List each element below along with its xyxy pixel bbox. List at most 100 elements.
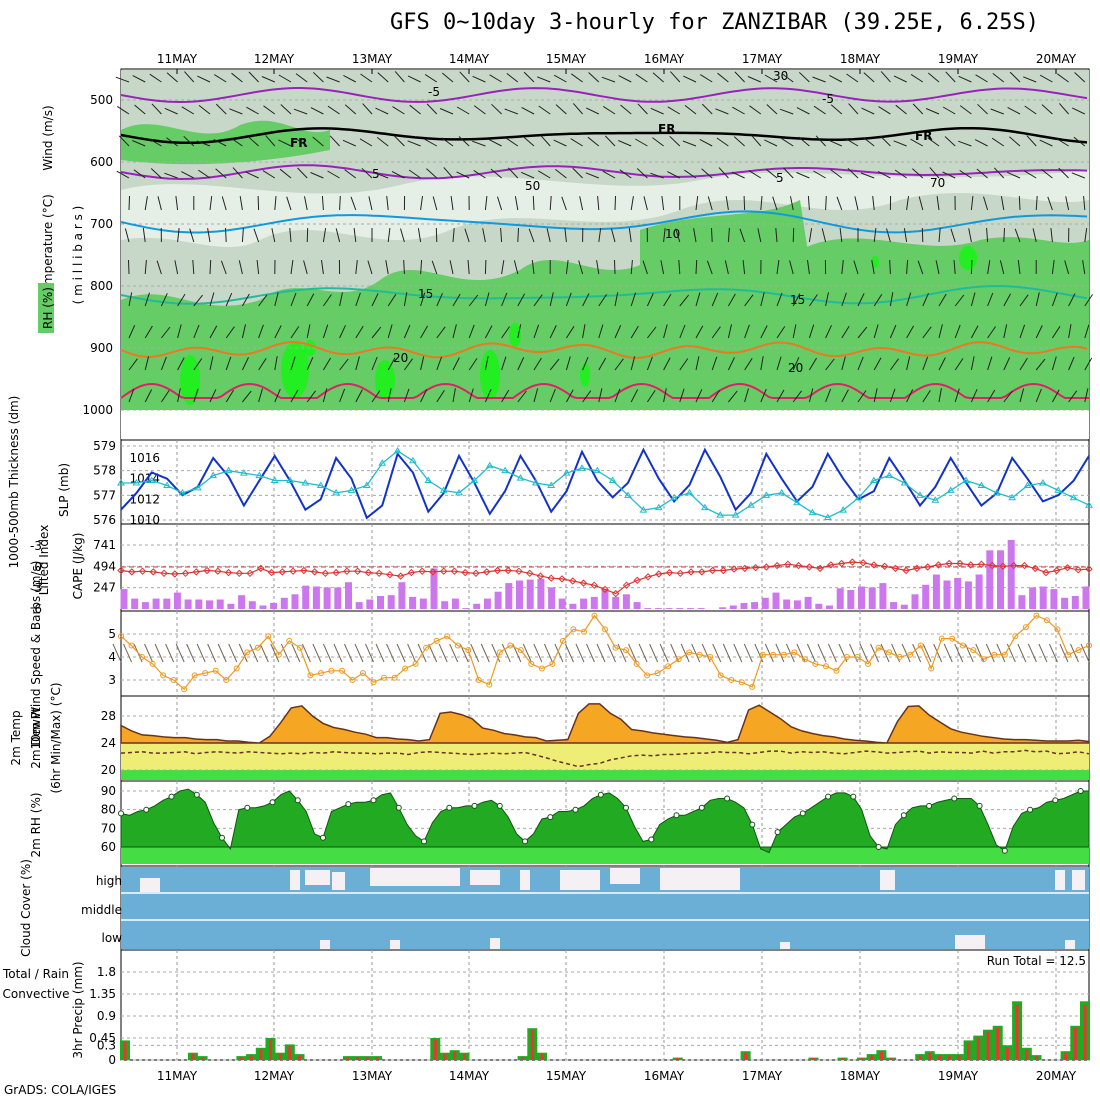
- wind-barb: [286, 196, 292, 211]
- temp-tick: 24: [101, 736, 116, 750]
- wind-barb: [385, 260, 389, 275]
- panel-frame-1: [120, 439, 1090, 525]
- wind-barb: [798, 136, 810, 147]
- wind-barb: [1009, 71, 1021, 83]
- wind-barb: [646, 356, 653, 371]
- wind-barb: [650, 172, 664, 179]
- wind-barb: [290, 292, 297, 307]
- wind-barb: [1068, 293, 1076, 307]
- isotherm-label: 20: [788, 361, 803, 375]
- wind-barb: [987, 389, 996, 403]
- temperature-axis-label: Temperature (°C): [41, 194, 55, 299]
- wind-barb: [983, 196, 989, 211]
- wind-barb-10m: [933, 643, 943, 663]
- wind-speed-point: [517, 647, 524, 654]
- wind-barb: [327, 105, 340, 115]
- precip-panel: 00.30.45 0.9 1.35 1.8 Run Total = 12.5: [89, 954, 1090, 1067]
- wind-barb: [986, 227, 989, 243]
- rh-2m-point: [219, 834, 225, 841]
- precip-convective-bar: [744, 1052, 748, 1060]
- isotherm-label: 5: [776, 171, 784, 185]
- li-point: [289, 567, 297, 575]
- wind-barb: [392, 106, 405, 115]
- thickness-point: [747, 501, 755, 508]
- thickness-point: [516, 474, 525, 481]
- wind-barb: [183, 135, 195, 147]
- thickness-point: [178, 488, 187, 496]
- cape-bar: [1018, 595, 1026, 609]
- wind-barb: [853, 260, 859, 275]
- li-point: [1063, 563, 1072, 572]
- wind-barb-10m: [312, 643, 322, 663]
- thickness-point: [593, 466, 602, 474]
- rh-2m-point: [471, 802, 478, 809]
- wind-barb: [829, 74, 843, 83]
- wind-barb: [743, 195, 746, 211]
- wind-barb: [1026, 135, 1037, 147]
- rh-bright-cell: [509, 323, 521, 347]
- thickness-point: [931, 496, 940, 503]
- thickness-point: [1069, 493, 1078, 501]
- wind-barb: [198, 169, 211, 179]
- precip-convective-bar: [986, 1031, 990, 1060]
- wind-barb: [808, 357, 818, 371]
- wind-barb-10m: [954, 643, 964, 663]
- precip-convective-bar: [123, 1041, 127, 1060]
- wind-barb: [880, 71, 891, 83]
- precip-total-label: Total / Rain: [2, 967, 69, 981]
- wind-barb-10m: [1070, 643, 1079, 663]
- wind-speed-point: [381, 674, 387, 681]
- wind-barb-10m: [586, 643, 595, 663]
- wind-barb: [215, 103, 227, 115]
- wind-barb: [353, 228, 357, 243]
- thickness-point: [977, 481, 986, 488]
- wind-speed-point: [275, 651, 282, 658]
- wind-barb: [343, 74, 357, 83]
- wind-barb: [1057, 73, 1069, 83]
- wind-barb: [132, 75, 146, 83]
- wind-barb: [975, 74, 988, 83]
- wind-speed-point: [296, 644, 303, 651]
- wind-barb-10m: [554, 643, 564, 663]
- wind-barb: [407, 140, 421, 147]
- wind-barb: [970, 388, 978, 403]
- wind-speed-point: [844, 654, 850, 660]
- wind-barb: [935, 260, 940, 275]
- wind-barb: [614, 324, 622, 339]
- wind-barb: [776, 356, 782, 371]
- li-point: [859, 559, 867, 567]
- cape-bar: [772, 592, 780, 609]
- wind-barb-10m: [386, 643, 396, 663]
- wind-barb: [484, 259, 487, 275]
- wind-barb: [725, 196, 729, 211]
- wind-barb: [1071, 172, 1085, 179]
- wind-barb: [491, 103, 502, 115]
- thickness-point: [270, 476, 279, 484]
- wind-barb: [549, 292, 554, 307]
- thickness-point: [147, 476, 156, 484]
- top-date-label: 13MAY: [352, 52, 393, 66]
- wind-barb: [991, 137, 1005, 147]
- wind-barb: [1019, 388, 1025, 403]
- wind-barb-10m: [533, 643, 543, 663]
- thickness-point: [1085, 501, 1093, 508]
- wind-speed-point: [412, 660, 419, 667]
- precip-convective-bar: [269, 1039, 272, 1060]
- precip-convective-bar: [1005, 1047, 1009, 1060]
- temp-2m-panel: 20 24 28: [101, 703, 1090, 780]
- li-point: [741, 564, 749, 573]
- wind-barb: [533, 357, 542, 371]
- run-total-label: Run Total = 12.5: [987, 954, 1086, 968]
- thickness-tick: 577: [93, 488, 116, 502]
- wind-barb: [360, 73, 373, 83]
- wind-speed-point: [486, 681, 493, 688]
- cape-bar: [441, 601, 449, 609]
- wind-barb-10m: [743, 643, 753, 663]
- wind-barb-10m: [301, 643, 311, 663]
- wind-speed-point: [633, 660, 640, 667]
- wind-barb-10m: [238, 643, 248, 663]
- wind-barb: [310, 172, 324, 179]
- wind-barb-10m: [722, 643, 732, 663]
- rh-bright-cell: [375, 360, 395, 400]
